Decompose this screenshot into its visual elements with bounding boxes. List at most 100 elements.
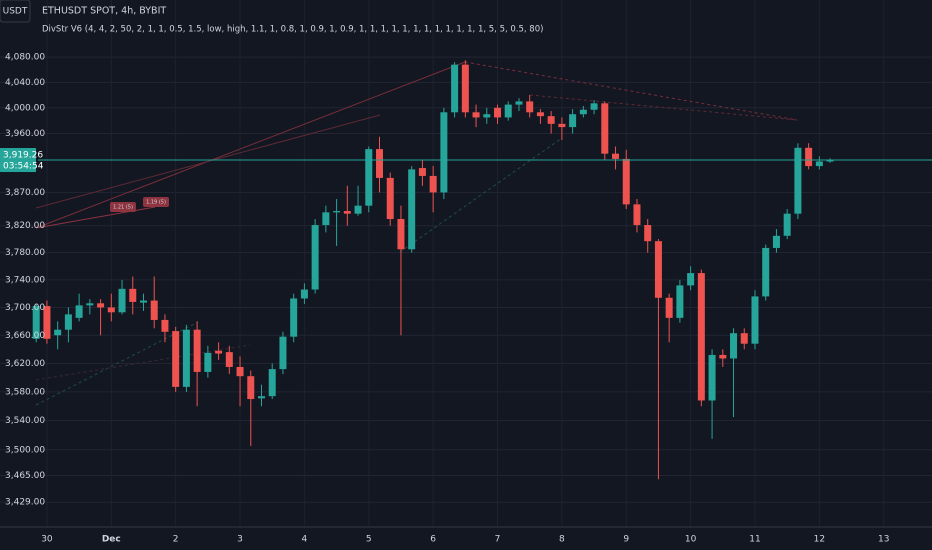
candle-body (365, 149, 373, 206)
candle-body (343, 211, 351, 214)
y-tick-label: 3,870.00 (5, 188, 45, 198)
candle-body (397, 219, 405, 250)
candle-body (751, 296, 759, 344)
candle-body (805, 147, 813, 167)
candle-body (257, 396, 265, 399)
candle-body (139, 300, 147, 303)
y-tick-label: 4,080.00 (5, 53, 45, 63)
currency-box (0, 0, 31, 23)
candle-body (311, 225, 319, 290)
candle-body (665, 297, 673, 318)
x-tick-label: 13 (878, 535, 889, 545)
candle-body (225, 352, 233, 367)
divergence-line (35, 344, 251, 381)
annotation: 1.21 (5) (113, 205, 133, 211)
candle-body (236, 366, 244, 377)
annotations: 1.21 (5) 1.19 (5) (110, 197, 169, 212)
candle-body (290, 298, 298, 337)
candle-body (333, 211, 341, 213)
divergence-lines (35, 61, 798, 406)
candle-body (161, 319, 169, 332)
candle-body (483, 114, 491, 118)
y-tick-label: 3,960.00 (5, 129, 45, 139)
candle-body (118, 288, 126, 313)
candle-body (730, 333, 738, 359)
candle-body (97, 303, 105, 308)
last-price-label: 3,919.26 (3, 151, 43, 161)
symbol: ETHUSDT SPOT, 4h, BYBIT (42, 6, 166, 17)
axes: 4,080.00 4,040.00 4,000.00 3,960.00 3,870.00… (0, 53, 932, 550)
x-tick-label: 11 (749, 535, 760, 545)
annotation-box (110, 202, 136, 212)
candle-body (193, 329, 201, 372)
x-tick-label: 3 (237, 535, 243, 545)
y-tick-label: 3,660.00 (5, 331, 45, 341)
candle-body (772, 235, 780, 248)
candle-body (86, 303, 94, 306)
candle-body (408, 169, 416, 250)
candle-body (461, 64, 469, 113)
candle-body (451, 64, 459, 113)
candle-body (172, 331, 180, 387)
y-tick-label: 4,040.00 (5, 78, 45, 88)
x-tick-label: 12 (814, 535, 825, 545)
candle-body (644, 225, 652, 242)
candle-body (740, 333, 748, 344)
candle-body (526, 101, 534, 113)
candle-body (354, 205, 362, 214)
candle-body (300, 289, 308, 299)
y-tick-label: 3,500.00 (5, 445, 45, 455)
candle-body (762, 247, 770, 297)
y-tick-label: 3,540.00 (5, 416, 45, 426)
candle-body (247, 376, 255, 400)
candle-body (536, 112, 544, 117)
candle-body (622, 158, 630, 205)
candle-body (494, 107, 502, 118)
candles (32, 60, 834, 480)
y-tick-label: 3,740.00 (5, 275, 45, 285)
candle-body (43, 306, 51, 339)
x-tick-label: 6 (430, 535, 436, 545)
annotation-box (143, 197, 169, 207)
candle-body (129, 288, 137, 302)
last-price-badge (0, 148, 36, 173)
candle-body (215, 350, 223, 354)
candle-body (612, 153, 620, 159)
y-tick-label: 3,700.00 (5, 303, 45, 313)
candle-body (182, 329, 190, 387)
candle-body (376, 149, 384, 178)
countdown: 03:54:54 (3, 162, 44, 172)
x-tick-label: 2 (173, 535, 179, 545)
candle-body (558, 123, 566, 128)
indicator: DivStr V6 (4, 4, 2, 50, 2, 1, 1, 0.5, 1.… (42, 25, 543, 35)
candle-body (322, 212, 330, 226)
divergence-line (529, 94, 798, 121)
divergence-line (464, 61, 798, 121)
candle-body (268, 369, 276, 397)
candle-body (826, 160, 834, 162)
x-tick-label: 4 (302, 535, 308, 545)
x-tick-label: 7 (495, 535, 501, 545)
candle-body (547, 116, 555, 124)
candle-body (687, 273, 695, 286)
candle-body (515, 101, 523, 105)
candle-body (75, 305, 83, 318)
candle-body (676, 285, 684, 318)
currency: USDT (3, 7, 28, 17)
candle-body (440, 112, 448, 193)
y-tick-label: 3,429.00 (5, 498, 45, 508)
candle-body (32, 306, 40, 339)
candle-body (633, 204, 641, 226)
x-tick-label: 30 (41, 535, 53, 545)
x-tick-label: 5 (366, 535, 372, 545)
candle-body (54, 329, 62, 336)
candle-body (719, 354, 727, 359)
candle-body (697, 273, 705, 401)
candle-body (504, 104, 512, 118)
candle-body (601, 103, 609, 154)
x-axis-bg (0, 527, 932, 550)
candle-body (783, 213, 791, 236)
x-tick-label: Dec (102, 535, 121, 545)
candle-body (472, 112, 480, 118)
